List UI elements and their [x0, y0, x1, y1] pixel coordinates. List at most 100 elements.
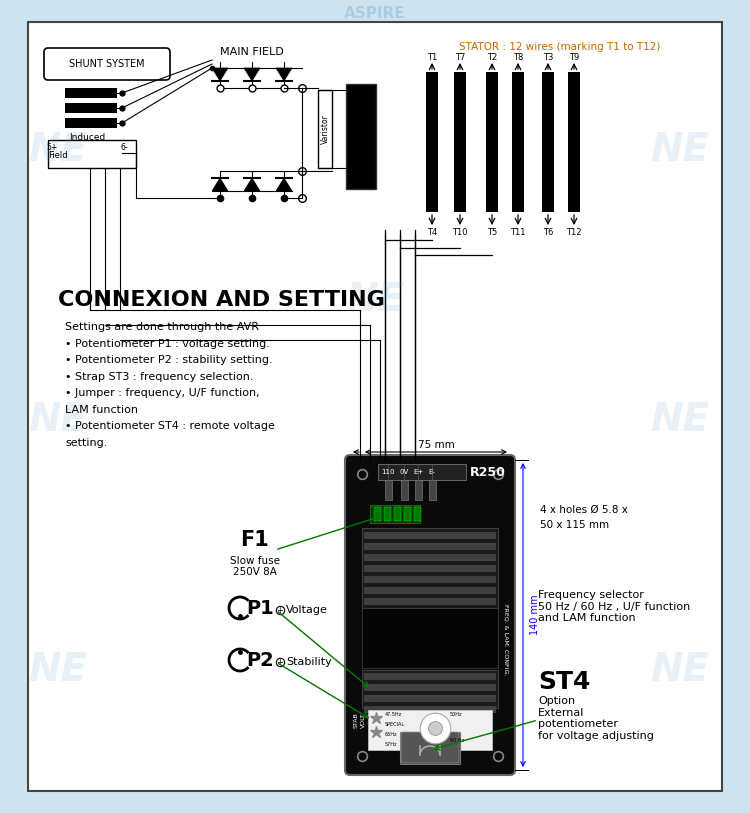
- Bar: [364, 673, 496, 680]
- Text: FREQ. & LAM. CONFIG.: FREQ. & LAM. CONFIG.: [503, 604, 509, 676]
- Text: 4 x holes Ø 5.8 x: 4 x holes Ø 5.8 x: [540, 505, 628, 515]
- Text: 140 mm: 140 mm: [530, 595, 540, 635]
- Text: T9: T9: [568, 53, 579, 62]
- Bar: [364, 587, 496, 594]
- Bar: [394, 507, 401, 521]
- Bar: [378, 464, 466, 480]
- Text: • Strap ST3 : frequency selection.: • Strap ST3 : frequency selection.: [65, 372, 254, 381]
- Bar: [346, 84, 376, 189]
- Text: Voltage: Voltage: [286, 605, 328, 615]
- Bar: [362, 608, 498, 668]
- Polygon shape: [244, 178, 260, 191]
- Bar: [568, 72, 580, 212]
- Bar: [385, 480, 392, 500]
- Bar: [370, 505, 420, 523]
- Text: +: +: [277, 606, 284, 615]
- Bar: [374, 507, 381, 521]
- Polygon shape: [212, 68, 228, 81]
- Text: Frequency selector
50 Hz / 60 Hz , U/F function
and LAM function: Frequency selector 50 Hz / 60 Hz , U/F f…: [538, 590, 690, 624]
- Text: MAIN FIELD: MAIN FIELD: [220, 47, 284, 57]
- Polygon shape: [244, 68, 260, 81]
- Bar: [65, 118, 117, 128]
- Text: STATOR : 12 wires (marking T1 to T12): STATOR : 12 wires (marking T1 to T12): [459, 42, 661, 52]
- Text: T11: T11: [510, 228, 526, 237]
- Bar: [364, 598, 496, 605]
- Bar: [400, 732, 460, 764]
- Text: Field: Field: [48, 150, 68, 159]
- Bar: [414, 507, 421, 521]
- Bar: [426, 72, 438, 212]
- Text: VOLT: VOLT: [361, 712, 365, 728]
- Text: • Potentiometer ST4 : remote voltage: • Potentiometer ST4 : remote voltage: [65, 421, 274, 431]
- Bar: [415, 480, 422, 500]
- Text: E+: E+: [413, 469, 423, 475]
- Text: 57Hz: 57Hz: [385, 742, 398, 747]
- Text: Option
External
potentiometer
for voltage adjusting: Option External potentiometer for voltag…: [538, 696, 654, 741]
- Text: T2: T2: [487, 53, 497, 62]
- Bar: [318, 90, 332, 168]
- FancyBboxPatch shape: [345, 455, 515, 775]
- Text: LAM function: LAM function: [65, 405, 138, 415]
- Bar: [542, 72, 554, 212]
- Polygon shape: [276, 68, 292, 81]
- Bar: [65, 103, 117, 113]
- Bar: [364, 543, 496, 550]
- Text: E-: E-: [428, 469, 436, 475]
- Text: 50Hz: 50Hz: [450, 712, 463, 717]
- Bar: [362, 528, 498, 608]
- Polygon shape: [276, 178, 292, 191]
- Bar: [454, 72, 466, 212]
- Bar: [364, 554, 496, 561]
- Text: NE: NE: [28, 131, 88, 169]
- Bar: [65, 88, 117, 98]
- Text: SPECIAL: SPECIAL: [385, 722, 405, 727]
- Text: 6-: 6-: [120, 143, 128, 152]
- Text: 250V 8A: 250V 8A: [233, 567, 277, 577]
- Bar: [512, 72, 524, 212]
- Bar: [364, 706, 496, 713]
- Bar: [364, 684, 496, 691]
- Text: setting.: setting.: [65, 437, 107, 447]
- Text: 65Hz: 65Hz: [385, 732, 398, 737]
- Bar: [68, 148, 116, 158]
- Text: T5: T5: [487, 228, 497, 237]
- Text: NE: NE: [650, 401, 710, 439]
- Text: P1: P1: [246, 598, 274, 618]
- Bar: [364, 576, 496, 583]
- Text: 110: 110: [381, 469, 394, 475]
- Text: +: +: [277, 658, 284, 667]
- Text: ST4: ST4: [538, 670, 590, 694]
- Text: • Potentiometer P1 : voltage setting.: • Potentiometer P1 : voltage setting.: [65, 338, 270, 349]
- Bar: [384, 507, 391, 521]
- Text: 5+: 5+: [46, 143, 58, 152]
- Text: R250: R250: [470, 466, 506, 479]
- Bar: [364, 565, 496, 572]
- Text: T8: T8: [513, 53, 523, 62]
- Text: 50 x 115 mm: 50 x 115 mm: [540, 520, 609, 530]
- Text: ASPIRE: ASPIRE: [344, 7, 406, 21]
- Text: 60 Hz: 60 Hz: [450, 738, 464, 743]
- Text: NE: NE: [346, 281, 404, 319]
- Bar: [486, 72, 498, 212]
- Text: Induced: Induced: [69, 133, 105, 142]
- Text: NE: NE: [28, 651, 88, 689]
- Text: P2: P2: [246, 650, 274, 669]
- Text: F1: F1: [241, 530, 269, 550]
- Text: Slow fuse: Slow fuse: [230, 556, 280, 566]
- Bar: [368, 710, 492, 750]
- Text: Settings are done through the AVR: Settings are done through the AVR: [65, 322, 259, 332]
- Polygon shape: [212, 178, 228, 191]
- Bar: [48, 140, 136, 168]
- Bar: [404, 507, 411, 521]
- Bar: [364, 695, 496, 702]
- Text: STAB: STAB: [353, 712, 358, 728]
- Text: T3: T3: [543, 53, 554, 62]
- Text: NE: NE: [650, 131, 710, 169]
- Text: T12: T12: [566, 228, 582, 237]
- Bar: [364, 532, 496, 539]
- Text: 47.5Hz: 47.5Hz: [385, 712, 402, 717]
- Text: T6: T6: [543, 228, 554, 237]
- Text: Varistor: Varistor: [320, 114, 329, 144]
- Text: SHUNT SYSTEM: SHUNT SYSTEM: [69, 59, 145, 69]
- Text: 75 mm: 75 mm: [418, 440, 454, 450]
